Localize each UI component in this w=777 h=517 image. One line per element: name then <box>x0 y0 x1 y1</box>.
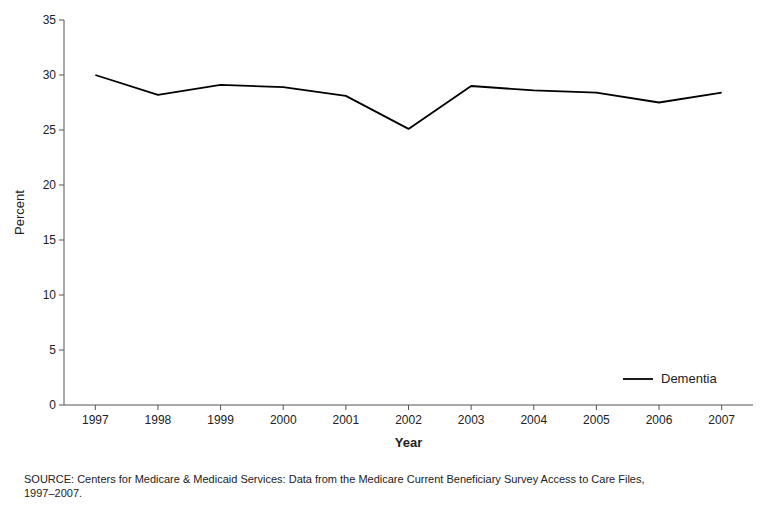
chart-container: 1997199819992000200120022003200420052006… <box>0 0 777 517</box>
y-tick-label: 5 <box>49 343 56 357</box>
y-tick <box>59 75 64 76</box>
x-tick <box>659 405 660 410</box>
y-tick <box>59 240 64 241</box>
y-axis-label: Percent <box>12 190 27 235</box>
x-tick-label: 1999 <box>207 413 234 427</box>
y-tick <box>59 185 64 186</box>
y-tick <box>59 350 64 351</box>
x-tick-label: 2003 <box>458 413 485 427</box>
y-tick-label: 35 <box>43 13 57 27</box>
source-note-line: SOURCE: Centers for Medicare & Medicaid … <box>24 473 645 485</box>
y-tick <box>59 130 64 131</box>
x-tick <box>220 405 221 410</box>
series-line <box>95 75 721 129</box>
x-tick-label: 2000 <box>270 413 297 427</box>
y-tick-label: 10 <box>43 288 57 302</box>
x-tick <box>157 405 158 410</box>
x-tick-label: 2001 <box>333 413 360 427</box>
y-tick-label: 25 <box>43 123 57 137</box>
y-tick <box>59 295 64 296</box>
x-tick-label: 1998 <box>145 413 172 427</box>
y-tick-label: 20 <box>43 178 57 192</box>
x-tick-label: 2006 <box>646 413 673 427</box>
y-tick <box>59 405 64 406</box>
x-tick <box>95 405 96 410</box>
legend-swatch <box>623 378 653 380</box>
x-tick-label: 2007 <box>708 413 735 427</box>
y-axis-line <box>64 20 65 405</box>
legend: Dementia <box>623 371 717 386</box>
x-tick <box>721 405 722 410</box>
x-tick <box>596 405 597 410</box>
x-axis-label: Year <box>395 435 422 450</box>
source-note-line: 1997–2007. <box>24 487 82 499</box>
source-note: SOURCE: Centers for Medicare & Medicaid … <box>24 473 645 499</box>
y-tick <box>59 20 64 21</box>
y-tick-label: 15 <box>43 233 57 247</box>
plot-area <box>95 75 721 129</box>
axes: 1997199819992000200120022003200420052006… <box>43 13 753 427</box>
x-tick <box>345 405 346 410</box>
x-tick-label: 2005 <box>583 413 610 427</box>
x-tick-label: 1997 <box>82 413 109 427</box>
chart-svg: 1997199819992000200120022003200420052006… <box>0 0 777 517</box>
y-tick-label: 30 <box>43 68 57 82</box>
legend-label: Dementia <box>661 371 717 386</box>
x-tick <box>283 405 284 410</box>
y-tick-label: 0 <box>49 398 56 412</box>
x-tick-label: 2002 <box>395 413 422 427</box>
x-tick <box>408 405 409 410</box>
x-tick-label: 2004 <box>520 413 547 427</box>
x-tick <box>533 405 534 410</box>
x-tick <box>471 405 472 410</box>
